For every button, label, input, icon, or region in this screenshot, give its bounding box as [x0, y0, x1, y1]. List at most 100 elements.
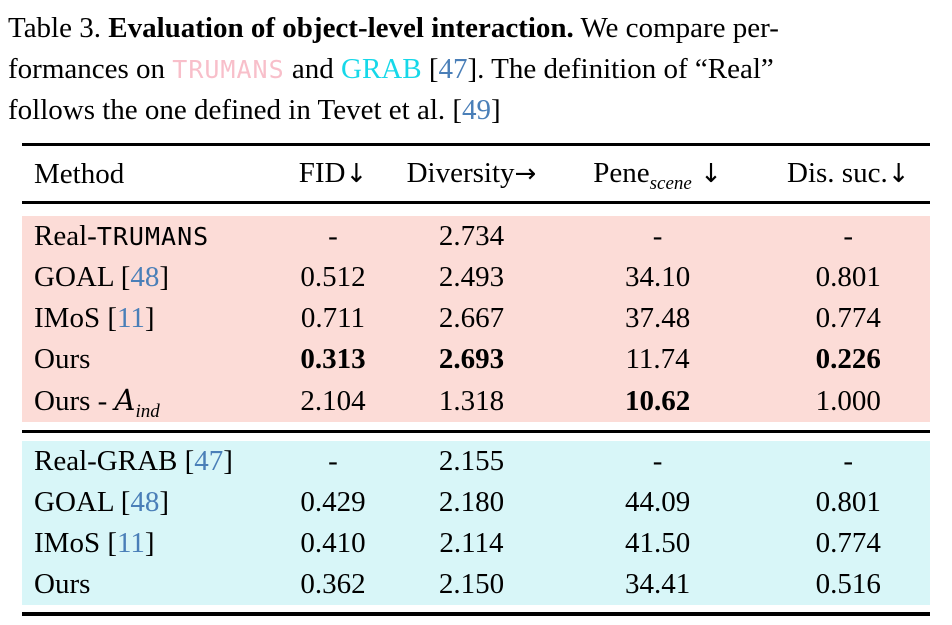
table-rule-bottom	[22, 612, 930, 616]
method-label: GOAL [	[34, 261, 131, 293]
method-label: Ours -	[34, 385, 115, 417]
method-cell: GOAL [48]	[22, 482, 272, 523]
method-cell: Real-GRAB [47]	[22, 441, 272, 482]
method-label: Ours	[34, 568, 91, 600]
diversity-cell: 2.734	[438, 220, 505, 252]
dis-cell: 0.801	[815, 261, 881, 293]
pene-cell: 37.48	[624, 302, 691, 334]
diversity-cell: 2.155	[438, 445, 505, 477]
table-row: IMoS [11] 0.410 2.114 41.50 0.774	[22, 523, 930, 564]
diversity-cell: 2.693	[438, 343, 505, 375]
diversity-cell: 1.318	[438, 384, 505, 417]
right-arrow-icon: →	[514, 159, 537, 189]
method-subscript: ind	[135, 400, 160, 422]
citation-link[interactable]: 11	[116, 302, 145, 334]
caption-text: and	[284, 53, 342, 85]
pene-cell: -	[652, 220, 663, 252]
citation-link[interactable]: 11	[116, 527, 145, 559]
dis-cell: 0.801	[815, 486, 881, 518]
fid-cell: -	[328, 220, 338, 252]
method-label: ]	[144, 527, 155, 559]
method-label: GOAL [	[34, 486, 131, 518]
header-row: Method FID↓ Diversity→ Penescene ↓ Dis. …	[22, 146, 930, 201]
pene-cell: 34.10	[624, 261, 691, 293]
method-cell: Ours	[22, 339, 272, 380]
method-label: Real-GRAB [	[34, 445, 195, 477]
method-cell: IMoS [11]	[22, 298, 272, 339]
diversity-cell: 2.667	[438, 302, 505, 334]
fid-cell: 0.410	[300, 527, 366, 559]
citation-link[interactable]: 47	[194, 445, 224, 477]
header-dis-suc: Dis. suc.↓	[767, 146, 930, 201]
fid-cell: 0.512	[300, 261, 366, 293]
pene-cell: -	[652, 445, 663, 477]
table-caption: Table 3. Evaluation of object-level inte…	[8, 8, 948, 131]
dis-cell: 0.774	[815, 527, 881, 559]
dataset-trumans-label: TRUMANS	[172, 55, 285, 84]
dis-cell: -	[843, 445, 854, 477]
table-row: Ours - Aind 2.104 1.318 10.62 1.000	[22, 380, 930, 422]
table-row: Real-TRUMANS - 2.734 - -	[22, 216, 930, 257]
results-table: Method FID↓ Diversity→ Penescene ↓ Dis. …	[22, 143, 930, 616]
table-row: Ours 0.313 2.693 11.74 0.226	[22, 339, 930, 380]
table-row: Ours 0.362 2.150 34.41 0.516	[22, 564, 930, 605]
header-diversity: Diversity→	[394, 146, 548, 201]
dis-cell: 0.516	[815, 568, 881, 600]
table-rule-mid	[22, 201, 930, 204]
table-rule-sep	[22, 430, 930, 433]
fid-cell: 0.429	[300, 486, 366, 518]
method-label: ]	[159, 261, 170, 293]
method-label: ]	[159, 486, 170, 518]
citation-link[interactable]: 48	[130, 486, 160, 518]
dis-cell: -	[843, 220, 854, 252]
method-cell: Real-TRUMANS	[22, 216, 272, 257]
citation-link[interactable]: 49	[462, 94, 492, 126]
diversity-cell: 2.493	[438, 261, 505, 293]
header-fid: FID↓	[272, 146, 395, 201]
header-pene: Penescene ↓	[549, 146, 767, 201]
fid-cell: 0.313	[300, 343, 366, 375]
header-pene-label: Pene	[593, 157, 650, 189]
pene-cell: 44.09	[624, 486, 691, 518]
fid-cell: 0.362	[300, 568, 366, 600]
diversity-cell: 2.114	[439, 527, 504, 559]
dataset-grab-label: GRAB	[341, 53, 422, 85]
dis-cell: 1.000	[815, 384, 881, 417]
trumans-section-table: Real-TRUMANS - 2.734 - - GOAL [48] 0.512…	[22, 216, 930, 422]
header-dis-label: Dis. suc.	[787, 157, 888, 189]
dis-cell: 0.774	[815, 302, 881, 334]
caption-title: Evaluation of object-level interaction.	[108, 12, 574, 44]
diversity-cell: 2.150	[438, 568, 505, 600]
table-row: IMoS [11] 0.711 2.667 37.48 0.774	[22, 298, 930, 339]
method-label: Ours	[34, 343, 91, 375]
pene-cell: 34.41	[624, 568, 691, 600]
method-label: Real-	[34, 220, 97, 252]
caption-text: formances on	[8, 53, 173, 85]
table-row: GOAL [48] 0.512 2.493 34.10 0.801	[22, 257, 930, 298]
method-label: IMoS [	[34, 302, 117, 334]
pene-cell: 11.74	[625, 343, 690, 375]
method-label: IMoS [	[34, 527, 117, 559]
header-diversity-label: Diversity	[406, 157, 515, 189]
caption-table-label: Table 3.	[8, 12, 109, 44]
citation-link[interactable]: 47	[438, 53, 468, 85]
caption-text: [	[421, 53, 439, 85]
diversity-cell: 2.180	[438, 486, 505, 518]
pene-cell: 41.50	[624, 527, 691, 559]
calligraphic-a: A	[114, 383, 136, 417]
table-rule-top	[22, 143, 930, 146]
citation-link[interactable]: 48	[130, 261, 160, 293]
method-cell: IMoS [11]	[22, 523, 272, 564]
caption-text: ]	[491, 94, 501, 126]
method-cell: Ours	[22, 564, 272, 605]
method-label: ]	[223, 445, 233, 477]
table-row: GOAL [48] 0.429 2.180 44.09 0.801	[22, 482, 930, 523]
dataset-name: TRUMANS	[96, 222, 210, 251]
caption-text: ]. The definition of “Real”	[467, 53, 774, 85]
caption-text: We compare per-	[573, 12, 779, 44]
dis-cell: 0.226	[815, 343, 881, 375]
down-arrow-icon: ↓	[691, 159, 722, 189]
header-pene-subscript: scene	[649, 172, 692, 194]
method-label: ]	[144, 302, 155, 334]
fid-cell: 0.711	[300, 302, 366, 334]
